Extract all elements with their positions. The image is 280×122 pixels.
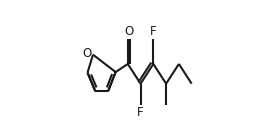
Text: O: O [125,25,134,38]
Text: F: F [150,25,157,38]
Text: O: O [82,47,92,60]
Text: F: F [137,106,144,119]
